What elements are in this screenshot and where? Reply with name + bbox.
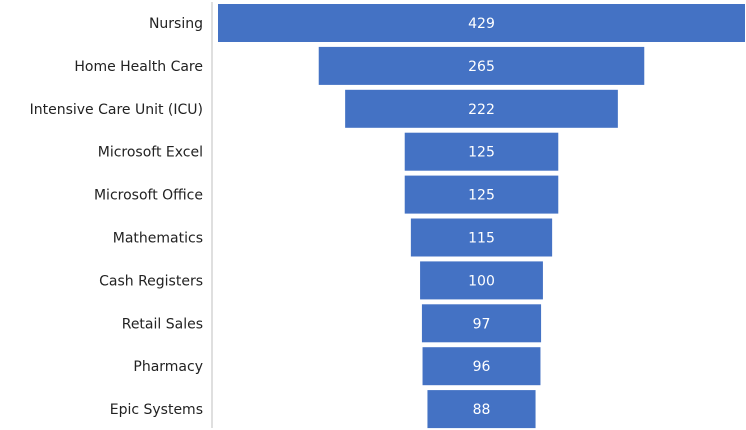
bar [218, 4, 745, 42]
category-label: Microsoft Office [94, 188, 203, 204]
value-label: 97 [473, 316, 491, 332]
value-label: 96 [473, 359, 491, 375]
category-label: Home Health Care [74, 59, 203, 75]
category-label: Microsoft Excel [98, 145, 203, 161]
category-label: Cash Registers [99, 273, 203, 289]
bar [404, 132, 559, 171]
category-label: Mathematics [113, 231, 203, 247]
bar [422, 347, 541, 386]
value-label: 125 [468, 145, 495, 161]
bar [421, 304, 542, 343]
value-label: 100 [468, 273, 495, 289]
bar [404, 175, 559, 214]
value-label: 222 [468, 102, 495, 118]
bar [345, 89, 618, 128]
category-label: Nursing [149, 16, 203, 32]
bar [318, 46, 645, 85]
category-label: Retail Sales [122, 316, 203, 332]
bar [427, 390, 536, 429]
value-label: 429 [468, 16, 495, 32]
value-label: 115 [468, 231, 495, 247]
value-label: 125 [468, 188, 495, 204]
value-label: 265 [468, 59, 495, 75]
category-label: Intensive Care Unit (ICU) [30, 102, 203, 118]
bar [420, 261, 543, 300]
category-label: Epic Systems [110, 402, 203, 418]
value-label: 88 [473, 402, 491, 418]
category-label: Pharmacy [133, 359, 203, 375]
bar [410, 218, 553, 257]
